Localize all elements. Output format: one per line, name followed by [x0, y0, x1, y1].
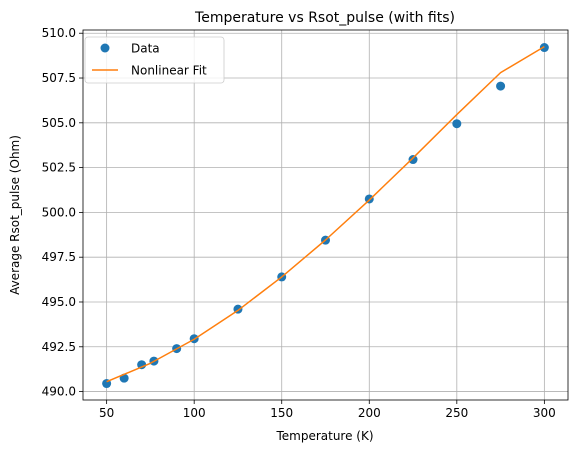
y-tick-label: 492.5: [42, 340, 76, 354]
plot-area: [102, 43, 549, 389]
x-tick-label: 150: [270, 406, 293, 420]
x-tick-label: 200: [358, 406, 381, 420]
y-axis: 490.0 492.5 495.0 497.5 500.0 502.5 505.0 507.5…: [42, 26, 83, 399]
nonlinear-fit-line: [106, 46, 545, 383]
legend-marker-data: [100, 43, 110, 53]
x-tick-label: 50: [99, 406, 114, 420]
y-tick-label: 490.0: [42, 385, 76, 399]
y-tick-label: 500.0: [42, 205, 76, 219]
chart-title: Temperature vs Rsot_pulse (with fits): [194, 10, 455, 26]
y-axis-label: Average Rsot_pulse (Ohm): [8, 135, 22, 295]
data-point: [452, 119, 462, 129]
legend-label-nonlinear-fit: Nonlinear Fit: [131, 64, 207, 78]
data-point: [137, 360, 147, 370]
x-tick-label: 300: [533, 406, 556, 420]
y-tick-label: 507.5: [42, 71, 76, 85]
data-point: [496, 81, 506, 91]
x-axis-label: Temperature (K): [275, 429, 373, 443]
axes-frame: [82, 29, 569, 401]
y-tick-label: 505.0: [42, 116, 76, 130]
y-tick-label: 510.0: [42, 26, 76, 40]
data-point: [408, 155, 418, 165]
legend: Data Nonlinear Fit: [84, 36, 225, 84]
x-axis: 50 100 150 200 250 300: [99, 400, 556, 420]
legend-label-data: Data: [131, 42, 160, 56]
y-tick-label: 502.5: [42, 161, 76, 175]
legend-box: [84, 36, 225, 84]
grid: [83, 30, 568, 400]
y-tick-label: 497.5: [42, 250, 76, 264]
y-tick-label: 495.0: [42, 295, 76, 309]
x-tick-label: 250: [445, 406, 468, 420]
x-tick-label: 100: [183, 406, 206, 420]
data-point: [539, 43, 549, 53]
